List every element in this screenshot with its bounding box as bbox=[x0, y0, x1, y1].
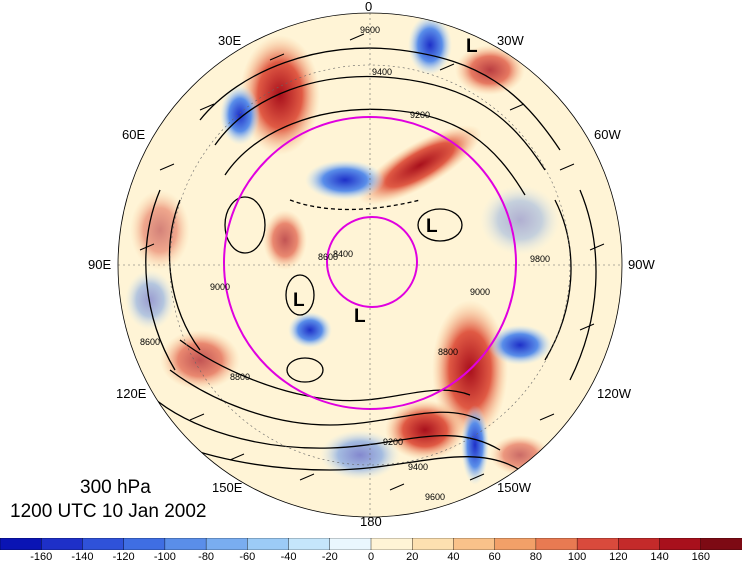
contour-label: 9600 bbox=[425, 492, 445, 502]
colorbar-swatch bbox=[41, 538, 84, 550]
colorbar-tick-label: 100 bbox=[567, 551, 587, 561]
colorbar bbox=[0, 538, 742, 550]
lon-label-90e: 90E bbox=[88, 257, 112, 272]
lon-label-60e: 60E bbox=[122, 127, 146, 142]
geopotential-contours bbox=[129, 47, 597, 471]
colorbar-tick-label: 140 bbox=[650, 551, 669, 561]
contour-label: 8800 bbox=[230, 372, 250, 382]
wind-barbs bbox=[139, 33, 605, 491]
colorbar-swatch bbox=[618, 538, 661, 550]
colorbar-tick-label: 80 bbox=[529, 551, 542, 561]
title-time: 1200 UTC 10 Jan 2002 bbox=[10, 501, 207, 522]
contour-label: 8600 bbox=[140, 337, 160, 347]
lon-label-30w: 30W bbox=[497, 33, 524, 48]
colorbar-tick-label: 60 bbox=[488, 551, 501, 561]
contour-label: 9200 bbox=[410, 110, 430, 120]
contour-label: 9000 bbox=[470, 287, 490, 297]
colorbar-swatch bbox=[659, 538, 702, 550]
colorbar-tick-label: -40 bbox=[280, 551, 297, 561]
colorbar-swatch bbox=[0, 538, 42, 550]
graticule bbox=[118, 13, 622, 517]
colorbar-swatch bbox=[288, 538, 331, 550]
colorbar-tick-label: 0 bbox=[367, 551, 375, 561]
colorbar-swatch bbox=[82, 538, 125, 550]
contour-label: 8600 bbox=[318, 252, 338, 262]
colorbar-tick-label: 20 bbox=[406, 551, 419, 561]
colorbar-tick-label: 40 bbox=[447, 551, 460, 561]
contour-label: 9400 bbox=[372, 67, 392, 77]
colorbar-tick-label: -100 bbox=[153, 551, 176, 561]
colorbar-tick-label: -160 bbox=[30, 551, 53, 561]
lon-label-120e: 120E bbox=[116, 386, 147, 401]
low-marker: L bbox=[354, 306, 366, 327]
colorbar-tick-label: -140 bbox=[71, 551, 94, 561]
colorbar-tick-label: -80 bbox=[198, 551, 215, 561]
colorbar-swatch bbox=[205, 538, 249, 550]
colorbar-swatch bbox=[576, 538, 620, 550]
colorbar-tick-label: -20 bbox=[321, 551, 338, 561]
colorbar-swatch bbox=[412, 538, 455, 550]
colorbar-tick-label: -120 bbox=[112, 551, 135, 561]
colorbar-tick-label: 160 bbox=[691, 551, 710, 561]
colorbar-swatch bbox=[535, 538, 578, 550]
colorbar-swatch bbox=[164, 538, 207, 550]
contour-label: 8400 bbox=[333, 249, 353, 259]
lon-label-90w: 90W bbox=[628, 257, 655, 272]
low-marker: L bbox=[426, 216, 438, 237]
colorbar-swatch bbox=[370, 538, 413, 550]
lon-label-60w: 60W bbox=[594, 127, 621, 142]
low-pressure-markers: L L L L bbox=[293, 36, 478, 327]
contour-label: 9800 bbox=[530, 254, 550, 264]
low-marker: L bbox=[466, 36, 478, 57]
colorbar-swatch bbox=[494, 538, 537, 550]
contour-label: 9600 bbox=[360, 25, 380, 35]
colorbar-tick-label: 120 bbox=[609, 551, 628, 561]
colorbar-tick-label: -60 bbox=[239, 551, 256, 561]
shading-anomalies bbox=[125, 15, 560, 485]
title-level: 300 hPa bbox=[80, 477, 151, 498]
map-disc bbox=[118, 13, 622, 517]
contour-labels: 9600940092009000880086008400920094009600… bbox=[140, 25, 550, 502]
lon-label-0: 0 bbox=[365, 0, 373, 14]
lon-label-180: 180 bbox=[360, 514, 382, 529]
colorbar-swatch bbox=[123, 538, 166, 550]
colorbar-swatch bbox=[247, 538, 290, 550]
lon-label-30e: 30E bbox=[218, 33, 242, 48]
map-boundary bbox=[117, 12, 623, 518]
colorbar-swatch bbox=[700, 538, 742, 550]
contour-label: 8800 bbox=[438, 347, 458, 357]
contour-label: 9400 bbox=[408, 462, 428, 472]
contour-label: 9200 bbox=[383, 437, 403, 447]
contour-label: 9000 bbox=[210, 282, 230, 292]
colorbar-swatch bbox=[329, 538, 372, 550]
lon-label-120w: 120W bbox=[597, 386, 631, 401]
low-marker: L bbox=[293, 290, 305, 311]
lon-label-150w: 150W bbox=[497, 480, 531, 495]
colorbar-swatch bbox=[453, 538, 496, 550]
lon-label-150e: 150E bbox=[212, 480, 243, 495]
